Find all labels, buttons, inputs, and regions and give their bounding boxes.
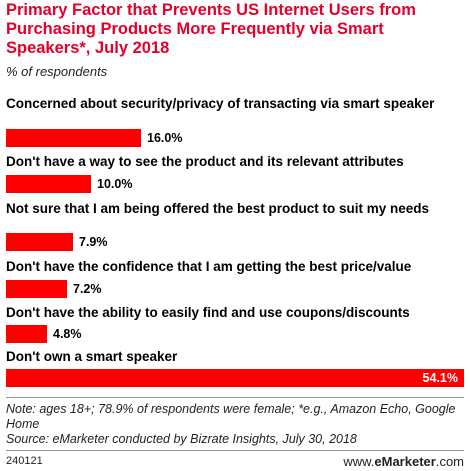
value-label: 7.9%: [79, 235, 108, 249]
value-label: 16.0%: [147, 131, 183, 145]
category-label: Don't have the confidence that I am gett…: [6, 259, 412, 274]
brand-url[interactable]: www.eMarketer.com: [343, 454, 464, 469]
bar: [6, 129, 141, 147]
bar: [6, 280, 67, 298]
category-label: Don't have a way to see the product and …: [6, 154, 404, 169]
bar: [6, 233, 73, 251]
value-label: 10.0%: [97, 177, 133, 191]
note-text: Note: ages 18+; 78.9% of respondents wer…: [6, 402, 456, 431]
source-text: Source: eMarketer conducted by Bizrate I…: [6, 432, 357, 446]
chart-title: Primary Factor that Prevents US Internet…: [6, 1, 416, 57]
footer-divider: [6, 450, 464, 451]
chart-subtitle: % of respondents: [6, 64, 108, 79]
bar: [6, 325, 47, 343]
bar: [6, 369, 464, 387]
value-label: 4.8%: [53, 327, 82, 341]
category-label: Don't own a smart speaker: [6, 349, 178, 364]
chart-id: 240121: [6, 455, 43, 467]
category-label: Not sure that I am being offered the bes…: [6, 201, 430, 216]
divider: [6, 397, 464, 398]
category-label: Concerned about security/privacy of tran…: [6, 96, 435, 111]
category-label: Don't have the ability to easily find an…: [6, 305, 410, 320]
bar-chart: Concerned about security/privacy of tran…: [6, 96, 464, 392]
value-label: 7.2%: [73, 282, 102, 296]
bar: [6, 175, 91, 193]
brand-suffix: .com: [435, 454, 464, 469]
brand-prefix: www.: [343, 454, 375, 469]
brand-name: eMarketer: [374, 454, 436, 469]
value-label: 54.1%: [422, 371, 458, 385]
notes-block: Note: ages 18+; 78.9% of respondents wer…: [6, 402, 464, 447]
